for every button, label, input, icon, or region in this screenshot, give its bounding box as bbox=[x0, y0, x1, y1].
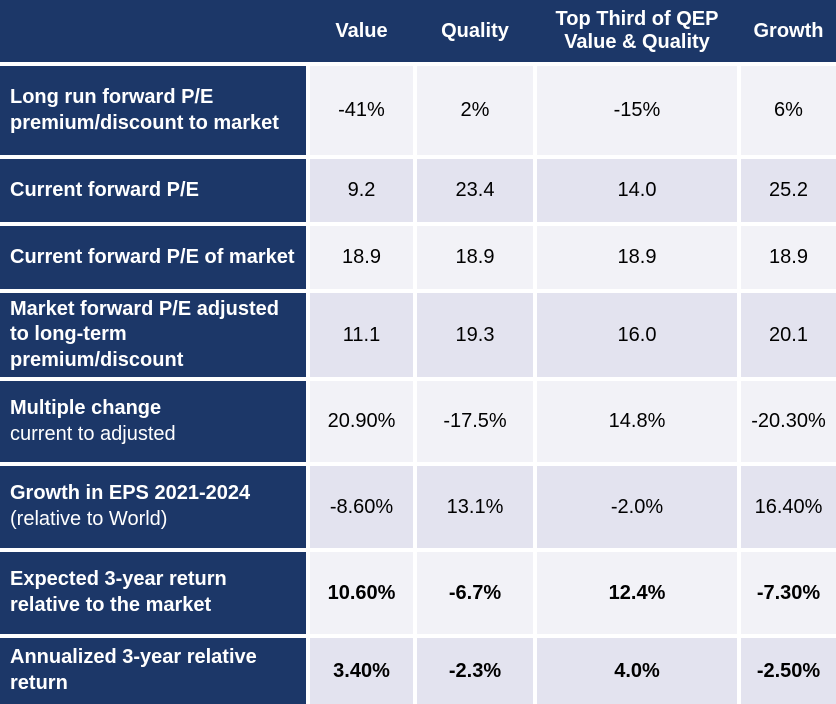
table-header-row: Value Quality Top Third of QEP Value & Q… bbox=[0, 0, 836, 62]
row-label-text: Current forward P/E of market bbox=[10, 245, 295, 268]
row-sublabel-text: (relative to World) bbox=[10, 508, 168, 530]
table-body: Long run forward P/E premium/discount to… bbox=[0, 66, 836, 704]
data-cell: 20.90% bbox=[310, 381, 413, 462]
data-cell: 25.2 bbox=[741, 159, 836, 222]
data-cell: -2.0% bbox=[537, 466, 737, 548]
data-cell: 14.8% bbox=[537, 381, 737, 462]
data-cell: 3.40% bbox=[310, 638, 413, 704]
row-label-current-forward-pe: Current forward P/E bbox=[0, 159, 306, 222]
header-cell-quality: Quality bbox=[441, 19, 509, 42]
data-cell: 6% bbox=[741, 66, 836, 155]
data-cell: 18.9 bbox=[537, 226, 737, 289]
data-cell: -20.30% bbox=[741, 381, 836, 462]
data-cell: -8.60% bbox=[310, 466, 413, 548]
data-cell: -15% bbox=[537, 66, 737, 155]
row-label-multiple-change: Multiple change current to adjusted bbox=[0, 381, 306, 462]
data-cell: 10.60% bbox=[310, 552, 413, 634]
row-label-annualized-3yr-return: Annualized 3-year relative return bbox=[0, 638, 306, 704]
row-label-long-run-premium: Long run forward P/E premium/discount to… bbox=[0, 66, 306, 155]
row-label-text: Annualized 3-year relative return bbox=[10, 646, 257, 694]
header-cell-value: Value bbox=[335, 19, 388, 42]
header-cell-growth: Growth bbox=[753, 19, 824, 42]
row-label-growth-eps: Growth in EPS 2021-2024 (relative to Wor… bbox=[0, 466, 306, 548]
data-cell: -6.7% bbox=[417, 552, 533, 634]
data-cell: 19.3 bbox=[417, 293, 533, 377]
data-cell: 18.9 bbox=[417, 226, 533, 289]
data-cell: -2.3% bbox=[417, 638, 533, 704]
row-label-text: Multiple change bbox=[10, 396, 162, 419]
row-sublabel-text: current to adjusted bbox=[10, 422, 176, 445]
data-cell: 14.0 bbox=[537, 159, 737, 222]
data-cell: 16.40% bbox=[741, 466, 836, 548]
data-cell: 18.9 bbox=[741, 226, 836, 289]
data-cell: 2% bbox=[417, 66, 533, 155]
header-cell-top-third-qep: Top Third of QEP Value & Quality bbox=[555, 8, 719, 53]
data-cell: 13.1% bbox=[417, 466, 533, 548]
data-cell: 16.0 bbox=[537, 293, 737, 377]
data-cell: -41% bbox=[310, 66, 413, 155]
data-cell: -17.5% bbox=[417, 381, 533, 462]
data-cell: 9.2 bbox=[310, 159, 413, 222]
row-label-text: Expected 3-year return relative to the m… bbox=[10, 568, 227, 616]
row-label-text: Growth in EPS 2021-2024 bbox=[10, 482, 251, 505]
data-cell: 23.4 bbox=[417, 159, 533, 222]
data-cell: 4.0% bbox=[537, 638, 737, 704]
data-cell: -7.30% bbox=[741, 552, 836, 634]
header-cell-blank bbox=[0, 0, 306, 62]
row-label-text: Long run forward P/E premium/discount to… bbox=[10, 85, 279, 134]
data-cell: 12.4% bbox=[537, 552, 737, 634]
data-cell: 11.1 bbox=[310, 293, 413, 377]
data-cell: 18.9 bbox=[310, 226, 413, 289]
data-cell: -2.50% bbox=[741, 638, 836, 704]
row-label-market-forward-pe-adjusted: Market forward P/E adjusted to long-term… bbox=[0, 293, 306, 377]
row-label-expected-3yr-return: Expected 3-year return relative to the m… bbox=[0, 552, 306, 634]
row-label-current-forward-pe-market: Current forward P/E of market bbox=[0, 226, 306, 289]
row-label-text: Market forward P/E adjusted to long-term… bbox=[10, 297, 279, 371]
row-label-text: Current forward P/E bbox=[10, 178, 199, 201]
data-cell: 20.1 bbox=[741, 293, 836, 377]
